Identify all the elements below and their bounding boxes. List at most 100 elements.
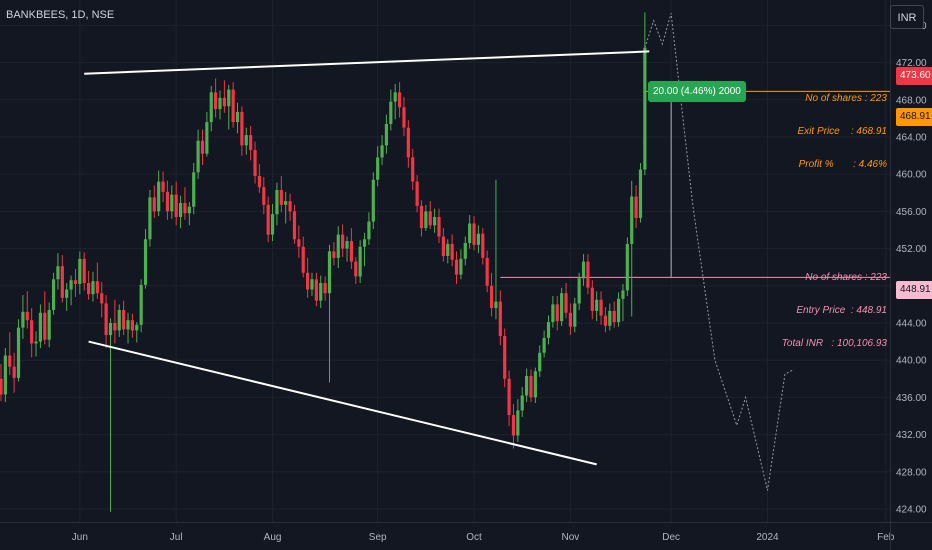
candle-up	[336, 234, 340, 258]
candle-down	[489, 285, 494, 309]
candle-up	[205, 122, 209, 154]
candle-down	[301, 246, 305, 273]
x-tick-label: Sep	[369, 532, 387, 543]
candle-down	[104, 303, 108, 336]
candle-up	[595, 299, 599, 311]
y-tick-label: 452.00	[896, 244, 927, 255]
y-tick-label: 444.00	[896, 318, 927, 329]
candle-up	[192, 172, 196, 207]
candle-up	[135, 324, 139, 331]
candle-up	[424, 211, 428, 229]
exit-price-label: 468.91	[896, 108, 932, 126]
exit-note-shares: No of shares : 223	[805, 93, 887, 104]
candle-down	[349, 241, 353, 262]
candle-up	[108, 322, 113, 336]
candle-up	[463, 243, 467, 259]
lower-trendline	[88, 340, 597, 466]
candle-down	[262, 187, 266, 205]
candle-up	[284, 201, 288, 205]
candle-down	[323, 282, 327, 294]
candle-up	[542, 337, 546, 353]
price-change-label: 20.00 (4.46%) 2000	[648, 81, 746, 102]
candle-down	[564, 293, 568, 313]
x-tick-label: Jul	[170, 532, 183, 543]
candle-down	[253, 150, 257, 177]
y-tick-label: 436.00	[896, 393, 927, 404]
candle-up	[65, 289, 69, 298]
candle-up	[468, 223, 472, 244]
candle-up	[376, 157, 380, 180]
candle-up	[91, 281, 95, 295]
candle-up	[621, 290, 625, 299]
candle-up	[516, 410, 520, 436]
currency-button[interactable]: INR	[890, 5, 924, 29]
candle-up	[157, 181, 161, 212]
y-tick-label: 424.00	[896, 504, 927, 515]
candle-down	[437, 216, 441, 237]
candle-down	[183, 203, 187, 214]
candle-down	[152, 197, 156, 212]
candle-up	[380, 145, 384, 158]
candle-down	[507, 378, 511, 416]
candle-down	[590, 287, 594, 311]
candle-up	[551, 304, 555, 323]
candle-up	[78, 258, 82, 284]
candle-down	[113, 322, 117, 331]
candle-down	[95, 281, 99, 294]
candle-up	[209, 92, 213, 123]
candle-up	[533, 371, 537, 398]
candle-up	[126, 320, 130, 330]
candle-down	[481, 233, 485, 258]
y-tick-label: 464.00	[896, 132, 927, 143]
upper-trendline	[84, 50, 650, 75]
candle-down	[60, 266, 64, 298]
candle-up	[69, 280, 73, 290]
candle-up	[573, 303, 577, 327]
candle-down	[249, 135, 253, 151]
symbol-title[interactable]: BANKBEES, 1D, NSE	[6, 9, 115, 21]
x-tick-label: Dec	[662, 532, 680, 543]
candle-down	[397, 92, 402, 108]
candle-up	[630, 196, 634, 244]
candle-up	[148, 197, 152, 240]
candle-up	[643, 47, 647, 170]
candle-down	[43, 312, 47, 340]
projection-path	[644, 13, 795, 491]
candle-down	[73, 280, 78, 284]
candle-up	[358, 246, 362, 277]
candle-down	[428, 211, 432, 226]
candle-down	[257, 176, 262, 188]
candle-up	[56, 266, 60, 280]
x-tick-label: Jun	[72, 532, 88, 543]
candle-down	[8, 355, 12, 367]
candle-up	[16, 327, 21, 378]
exit-note-profit: Profit % : 4.46%	[798, 159, 887, 170]
exit-note-price: Exit Price : 468.91	[797, 126, 888, 137]
entry-note-shares: No of shares : 223	[805, 272, 887, 283]
candle-up	[616, 298, 621, 323]
candle-down	[603, 315, 608, 326]
candle-up	[51, 279, 56, 310]
candle-up	[476, 233, 481, 245]
candle-up	[139, 284, 143, 325]
candle-down	[292, 211, 297, 240]
candle-down	[82, 258, 86, 283]
candle-up	[327, 251, 332, 294]
candle-down	[406, 127, 410, 158]
candle-up	[310, 279, 314, 290]
candle-down	[555, 304, 559, 322]
candle-down	[297, 239, 301, 247]
candle-down	[411, 157, 415, 182]
entry-note-price: Entry Price : 448.91	[796, 305, 887, 316]
candle-up	[494, 301, 498, 309]
candle-up	[560, 293, 564, 322]
y-tick-label: 440.00	[896, 356, 927, 367]
candle-down	[279, 189, 283, 205]
candle-down	[503, 336, 507, 379]
candle-down	[165, 191, 170, 212]
x-tick-label: Nov	[562, 532, 580, 543]
candle-up	[577, 278, 581, 304]
candle-up	[187, 206, 191, 214]
entry-note-total: Total INR : 100,106.93	[781, 338, 887, 349]
